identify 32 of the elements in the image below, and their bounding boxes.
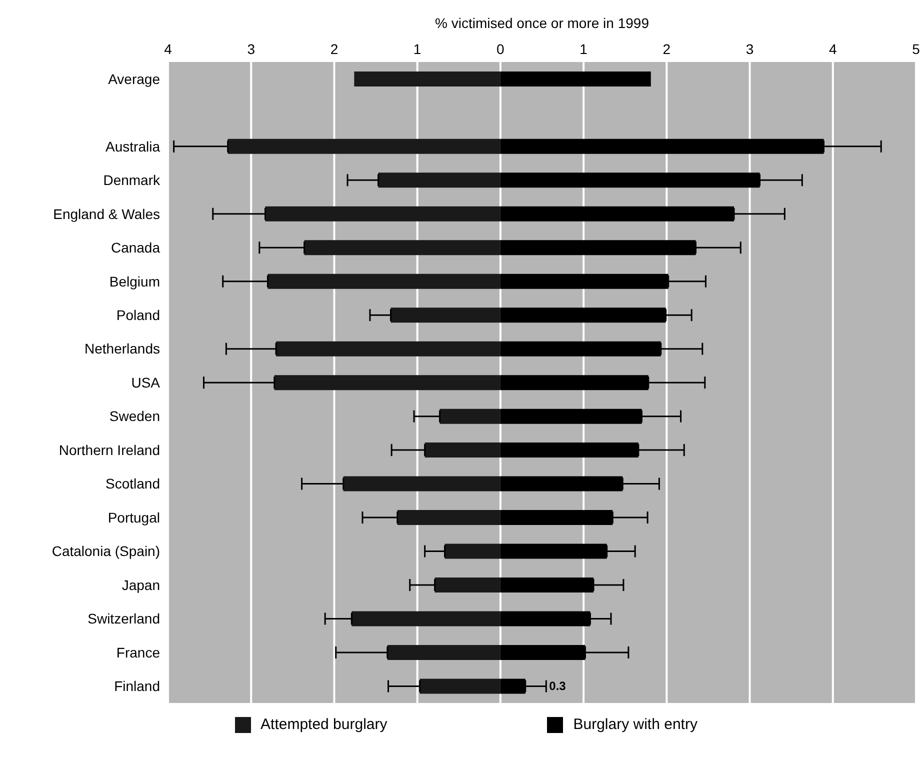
y-tick-label: Australia: [106, 138, 160, 154]
x-axis-title: % victimised once or more in 1999: [435, 14, 650, 31]
x-tick-label: 4: [164, 41, 172, 57]
legend-label: Attempted burglary: [260, 716, 388, 733]
data-label: 0.3: [549, 679, 566, 694]
x-tick-label: 5: [912, 41, 920, 57]
y-tick-label: Sweden: [109, 408, 160, 424]
y-tick-label: Poland: [116, 306, 160, 323]
y-tick-label: Denmark: [103, 172, 161, 188]
x-tick-label: 1: [580, 41, 588, 57]
x-tick-label: 2: [330, 41, 338, 57]
y-tick-label: France: [116, 644, 160, 660]
y-tick-label: Finland: [114, 678, 160, 694]
y-tick-label: Switzerland: [88, 610, 160, 627]
y-tick-label: Catalonia (Spain): [52, 543, 160, 560]
y-tick-label: Scotland: [106, 476, 160, 492]
y-tick-label: Belgium: [109, 273, 160, 290]
y-tick-label: Canada: [110, 240, 160, 256]
x-tick-label: 0: [496, 41, 505, 57]
y-tick-label: Average: [108, 70, 160, 87]
x-tick-label: 4: [828, 41, 837, 57]
x-tick-label: 3: [746, 41, 754, 57]
x-tick-label: 1: [413, 41, 422, 57]
y-tick-label: Netherlands: [84, 340, 160, 357]
legend-label: Burglary with entry: [573, 716, 698, 733]
y-tick-label: USA: [131, 374, 161, 390]
y-tick-label: Japan: [122, 576, 160, 593]
y-tick-label: Northern Ireland: [58, 442, 160, 458]
x-tick-label: 2: [662, 41, 671, 57]
y-tick-label: England & Wales: [53, 206, 160, 222]
x-tick-label: 3: [247, 41, 256, 57]
y-tick-label: Portugal: [108, 509, 160, 526]
